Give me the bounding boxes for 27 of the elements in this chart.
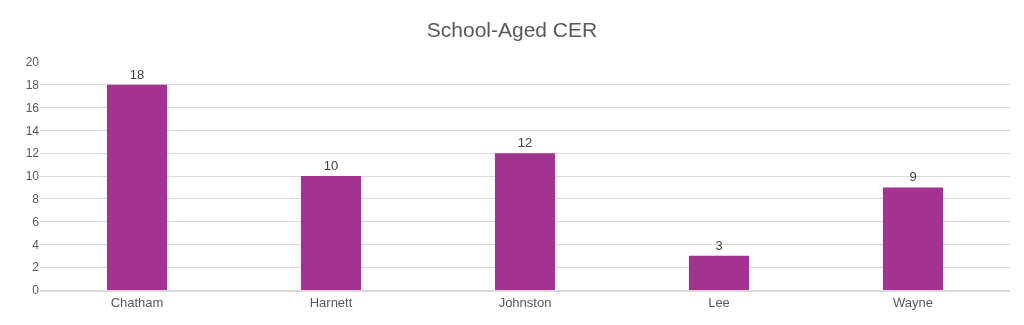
- y-tick-label: 2: [32, 260, 40, 275]
- x-tick-label: Chatham: [110, 295, 164, 311]
- data-label: 3: [715, 237, 723, 253]
- y-tick-label: 10: [25, 169, 40, 184]
- y-tick-label: 16: [25, 100, 40, 115]
- y-tick-label: 12: [25, 146, 40, 161]
- bar: [494, 153, 556, 290]
- x-tick-label: Harnett: [309, 295, 353, 311]
- x-tick-label: Johnston: [498, 295, 552, 311]
- chart-title: School-Aged CER: [426, 18, 598, 42]
- bar: [688, 255, 750, 290]
- x-tick-label: Wayne: [893, 295, 933, 311]
- y-tick-label: 14: [25, 123, 40, 138]
- y-tick-label: 18: [25, 78, 40, 92]
- y-tick-label: 6: [32, 214, 40, 229]
- y-tick-label: 8: [32, 192, 40, 206]
- y-tick-label: 0: [32, 283, 40, 298]
- data-label: 10: [323, 158, 339, 173]
- x-tick-label: Lee: [708, 295, 730, 311]
- bar: [300, 176, 362, 290]
- y-tick-label: 20: [25, 55, 40, 70]
- y-tick-label: 4: [32, 237, 40, 252]
- data-label: 18: [129, 66, 145, 82]
- data-label: 12: [517, 135, 533, 151]
- data-label: 9: [909, 169, 917, 185]
- bar: [106, 84, 168, 290]
- bar: [882, 187, 944, 290]
